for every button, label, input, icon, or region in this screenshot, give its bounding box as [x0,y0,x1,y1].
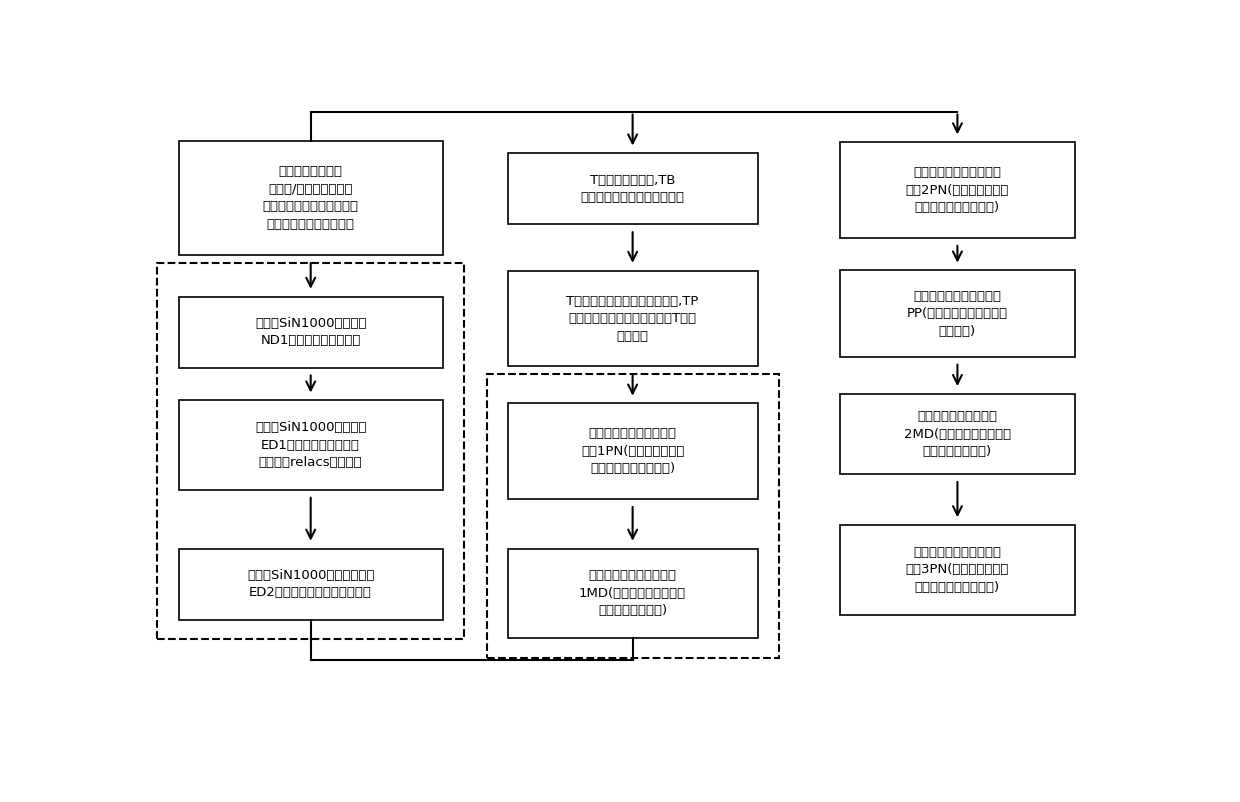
Bar [839,142,1075,238]
Text: 第一层金属层沉积工艺，
1MD(表面清洗、黄光曝光
显影与金属化程序): 第一层金属层沉积工艺， 1MD(表面清洗、黄光曝光 显影与金属化程序) [579,569,686,618]
Bar [507,403,758,499]
Bar [179,549,443,620]
Bar [839,394,1075,474]
Bar [179,400,443,490]
Text: 第三钝化层氮化物沉积工
艺，3PN(表面清洗、黄光
曝光显影、蚀刻与沉积): 第三钝化层氮化物沉积工 艺，3PN(表面清洗、黄光 曝光显影、蚀刻与沉积) [905,546,1009,594]
Text: 第二钝化层氮化物沉积工
艺，2PN(表面清洗、黄光
曝光显影、蚀刻与沉积): 第二钝化层氮化物沉积工 艺，2PN(表面清洗、黄光 曝光显影、蚀刻与沉积) [905,166,1009,214]
Bar [839,270,1075,357]
Text: 外延片表面处理与
器件源/漏极金属化工艺
（表面清洗、黄光曝光显影
离子佰植与金属化工艺）: 外延片表面处理与 器件源/漏极金属化工艺 （表面清洗、黄光曝光显影 离子佰植与金… [263,165,358,231]
Bar [507,153,758,225]
Text: 第二金属层沉积工艺，
2MD(表面清洗、黄光曝光
显影与金属化程序): 第二金属层沉积工艺， 2MD(表面清洗、黄光曝光 显影与金属化程序) [904,410,1011,458]
Text: T栅底部光刻工艺,TB
（表面清洗与黄光曝光显影）: T栅底部光刻工艺,TB （表面清洗与黄光曝光显影） [580,173,684,205]
Bar [839,525,1075,614]
Text: 第二层SiN1000沉积蚀刻工艺
ED2（表面清洗、沉积与蚀刻）: 第二层SiN1000沉积蚀刻工艺 ED2（表面清洗、沉积与蚀刻） [247,569,374,599]
Text: T栅顶部光刻、金属化沉积工艺,TP
（表面清洗、黄光曝光显影与T栅金
属沉积）: T栅顶部光刻、金属化沉积工艺,TP （表面清洗、黄光曝光显影与T栅金 属沉积） [567,294,699,342]
Bar [486,374,779,658]
Bar [179,297,443,367]
Text: 第一钝化层氮化物沉积工
艺，1PN(表面清洗、黄光
曝光显影、蚀刻与沉积): 第一钝化层氮化物沉积工 艺，1PN(表面清洗、黄光 曝光显影、蚀刻与沉积) [580,427,684,476]
Bar [179,141,443,255]
Text: 第一层SiN1000沉积工艺
ND1（表面清洗与沉积）: 第一层SiN1000沉积工艺 ND1（表面清洗与沉积） [255,317,367,347]
Bar [507,271,758,367]
Bar [507,549,758,638]
Text: 聚合物钝化平坦层工艺，
PP(表面清洗、黄光曝光显
影与蚀刻): 聚合物钝化平坦层工艺， PP(表面清洗、黄光曝光显 影与蚀刻) [906,290,1008,338]
Text: 第一层SiN1000蚀刻工艺
ED1（表面清洗、黄光曝
光显影、relacs、蚀刻）: 第一层SiN1000蚀刻工艺 ED1（表面清洗、黄光曝 光显影、relacs、蚀… [255,421,367,469]
Bar [157,263,464,639]
